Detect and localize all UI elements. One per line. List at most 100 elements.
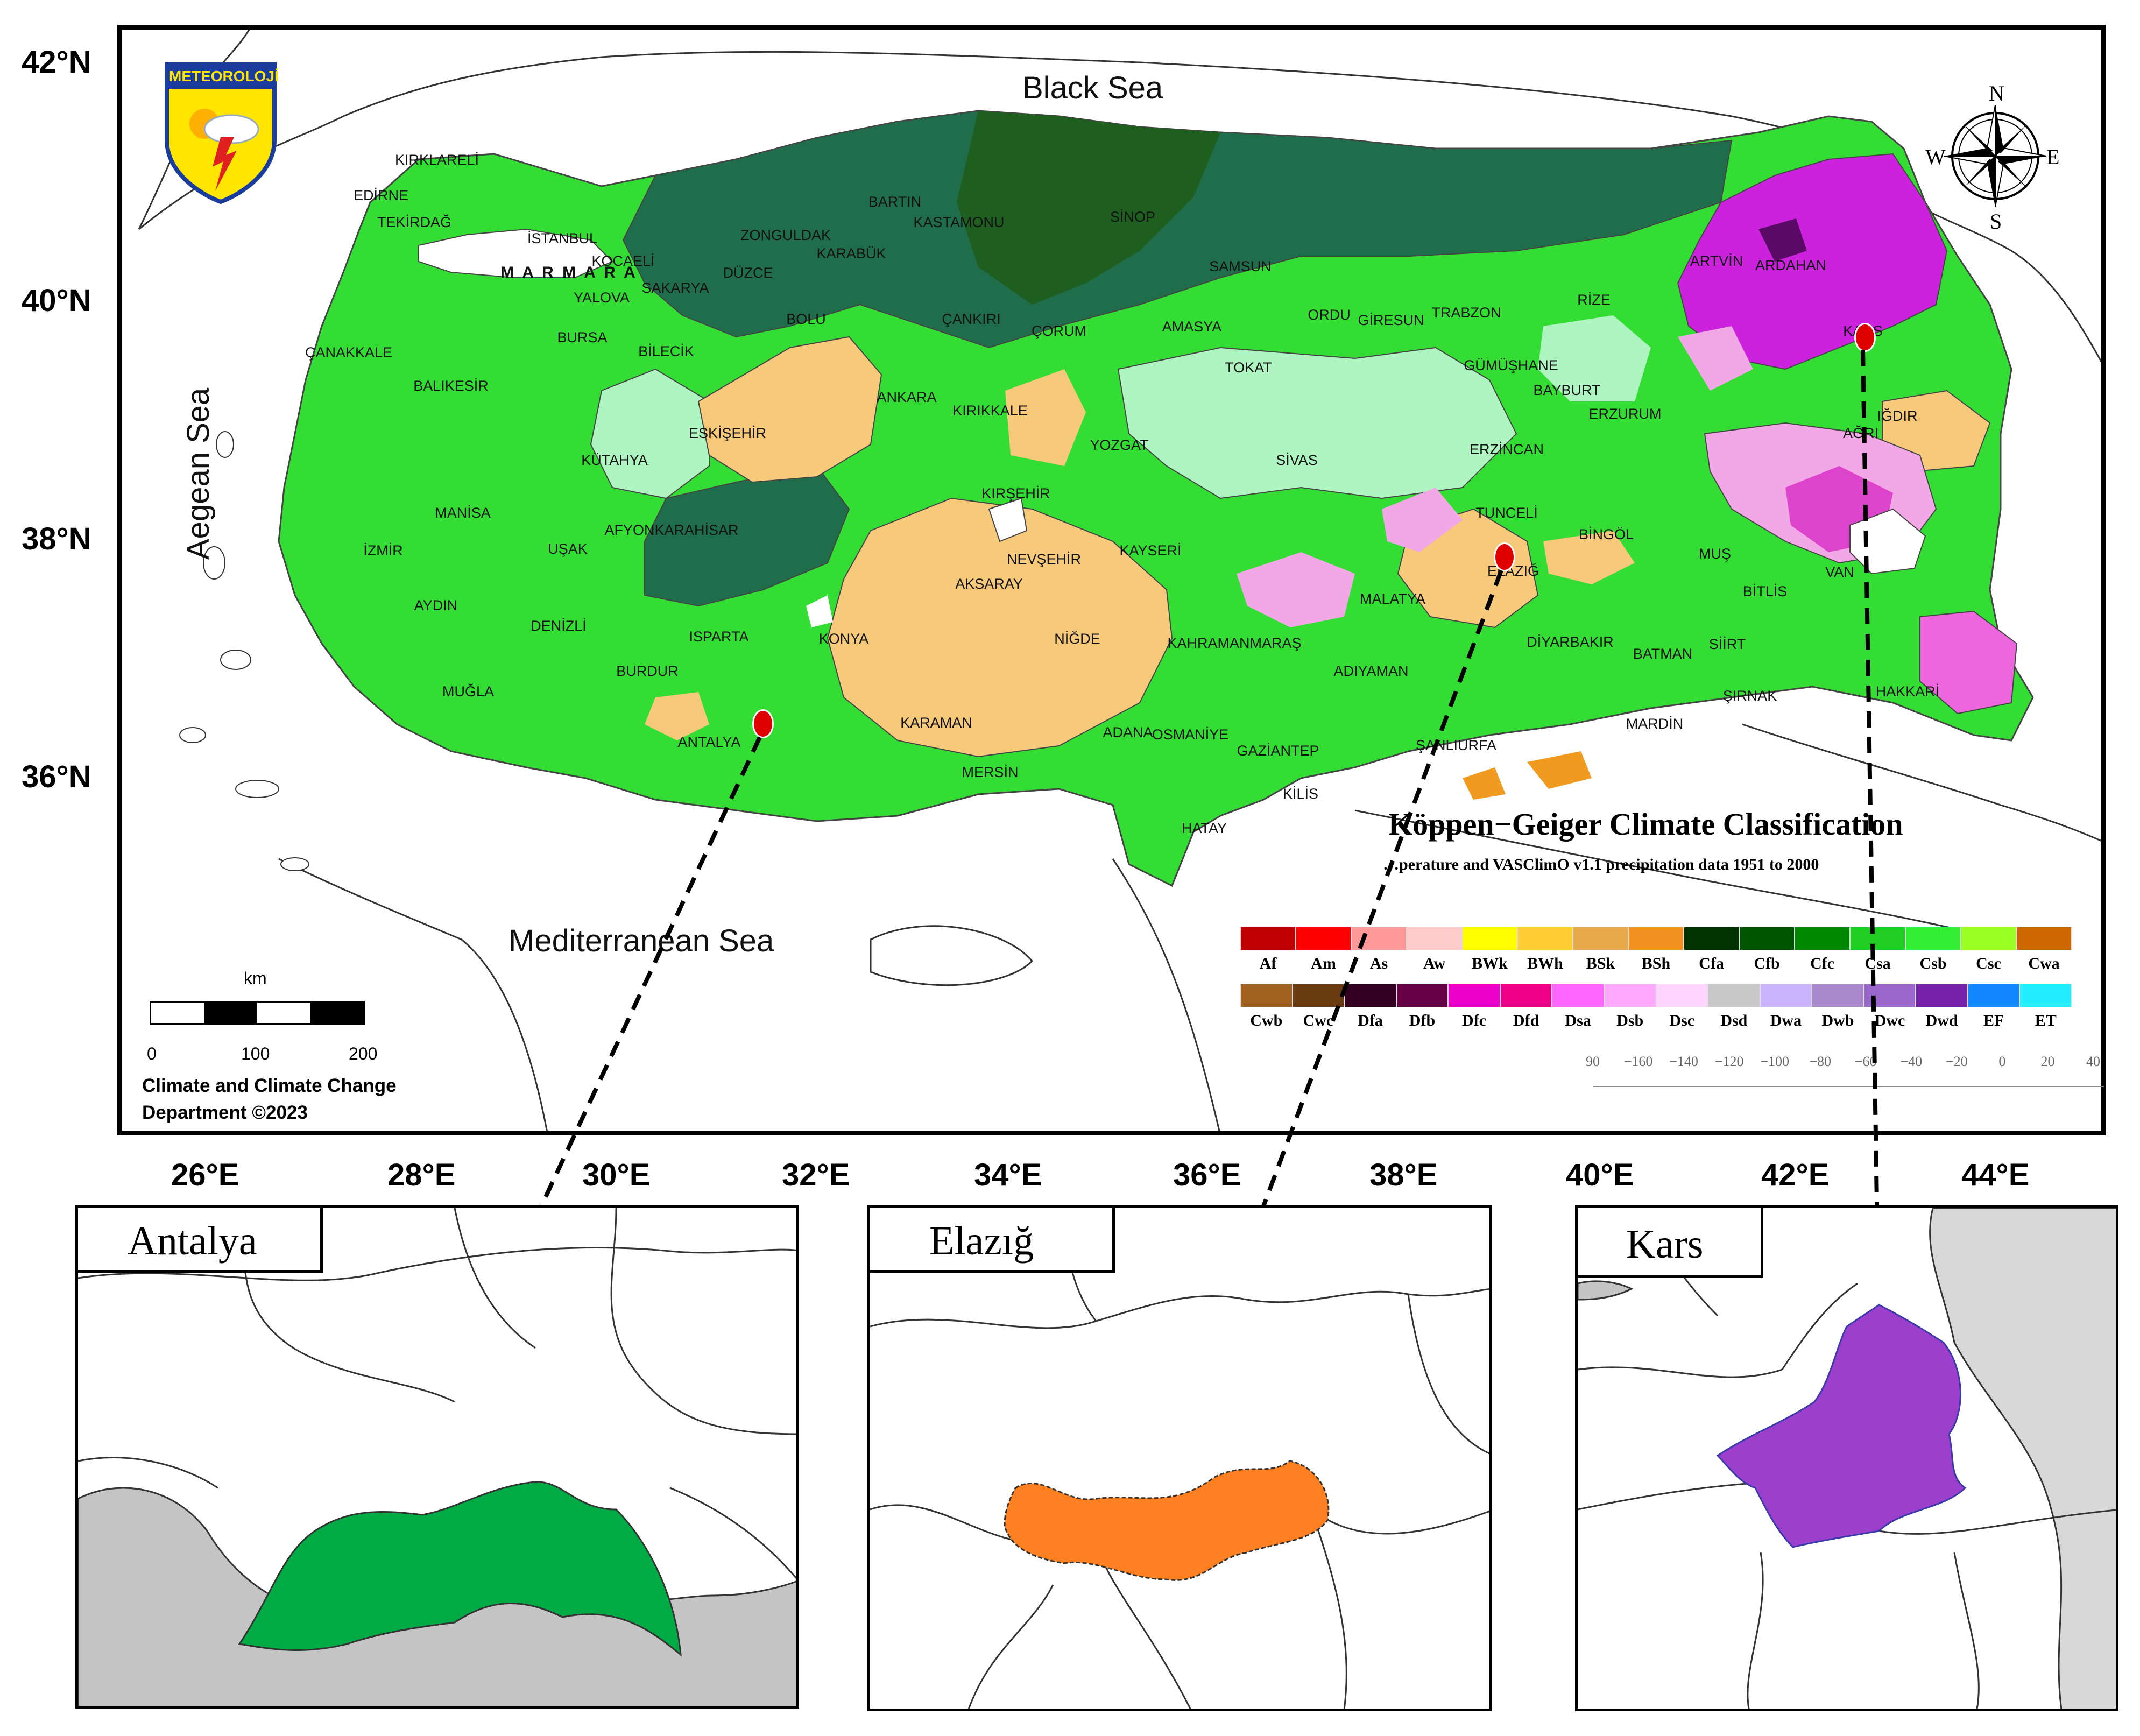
city-label: BALIKESİR bbox=[413, 378, 489, 394]
legend-title: Köppen−Geiger Climate Classification bbox=[1388, 807, 1903, 842]
legend-axis-tick: −80 bbox=[1809, 1054, 1832, 1069]
legend-axis: 90 −160 −140 −120 −100 −80 −60 −40 −20 0 20 40 bbox=[1586, 1054, 2104, 1087]
legend-axis-tick: 40 bbox=[2086, 1054, 2100, 1069]
inset-elazig: Elazığ bbox=[867, 1205, 1492, 1711]
city-label: DİYARBAKIR bbox=[1527, 634, 1614, 650]
lon-label: 28°E bbox=[387, 1158, 456, 1192]
city-label: ESKİŞEHİR bbox=[688, 425, 767, 441]
bsk-central bbox=[827, 497, 1173, 758]
legend-swatch-bsh bbox=[1628, 927, 1684, 950]
legend-code-label: BSk bbox=[1586, 955, 1615, 972]
city-label: TEKİRDAĞ bbox=[377, 214, 452, 230]
lon-label: 30°E bbox=[582, 1158, 651, 1192]
legend-code-label: Csa bbox=[1864, 955, 1891, 972]
city-label: ADIYAMAN bbox=[1333, 663, 1409, 679]
legend-axis-tick: 90 bbox=[1586, 1054, 1600, 1069]
legend-code-label: Csb bbox=[1919, 955, 1947, 972]
city-label: GÜMÜŞHANE bbox=[1464, 357, 1558, 373]
scale-label-100: 100 bbox=[241, 1044, 270, 1063]
city-label: KÜTAHYA bbox=[581, 452, 648, 468]
city-label: EDİRNE bbox=[353, 187, 409, 203]
city-label: BATMAN bbox=[1633, 646, 1693, 662]
marker-antalya-icon bbox=[752, 709, 774, 738]
legend-code-label: Cwc bbox=[1303, 1012, 1334, 1029]
city-label: IĞDIR bbox=[1877, 408, 1918, 424]
city-label: ŞANLIURFA bbox=[1415, 737, 1497, 753]
legend-code-label: Dwc bbox=[1874, 1012, 1905, 1029]
logo-text: METEOROLOJİ bbox=[169, 68, 279, 84]
legend-code-label: Dfa bbox=[1358, 1012, 1383, 1029]
legend-code-label: Dsb bbox=[1616, 1012, 1644, 1029]
legend-swatch-csb bbox=[1905, 927, 1961, 950]
city-label: TOKAT bbox=[1225, 359, 1272, 376]
lat-label-40: 40°N bbox=[22, 283, 91, 318]
lat-label-42: 42°N bbox=[22, 45, 91, 80]
city-label: AKSARAY bbox=[955, 576, 1023, 592]
legend-swatch-dfc bbox=[1448, 984, 1500, 1007]
legend-code-label: BWk bbox=[1472, 955, 1508, 972]
legend-swatch-as bbox=[1351, 927, 1407, 950]
hakkari-zone bbox=[1919, 610, 2018, 715]
legend-swatch-dsd bbox=[1708, 984, 1760, 1007]
legend-swatch-dsc bbox=[1656, 984, 1708, 1007]
city-label: SAMSUN bbox=[1209, 258, 1272, 274]
legend-code-label: Am bbox=[1311, 955, 1336, 972]
city-label: SİVAS bbox=[1276, 452, 1318, 468]
legend-swatch-dwc bbox=[1863, 984, 1916, 1007]
inset-title-elazig: Elazığ bbox=[870, 1208, 1115, 1273]
city-label: KIRKLARELİ bbox=[394, 152, 479, 168]
city-label: BURDUR bbox=[616, 663, 679, 679]
black-sea-label: Black Sea bbox=[1022, 70, 1163, 105]
city-label: KAYSERİ bbox=[1119, 542, 1182, 559]
legend-axis-tick: −40 bbox=[1900, 1054, 1923, 1069]
city-label: ÇANAKKALE bbox=[305, 344, 393, 361]
cfb-zone bbox=[622, 110, 1733, 349]
legend-row-2: Cwb Cwc Dfa Dfb Dfc Dfd Dsa Dsb Dsc Dsd Dwa Dwb Dwc D… bbox=[1240, 984, 2072, 1038]
city-label: TUNCELİ bbox=[1475, 505, 1538, 521]
lon-label: 42°E bbox=[1761, 1158, 1830, 1192]
cfc-zone bbox=[957, 111, 1220, 305]
city-label: MUĞLA bbox=[442, 683, 495, 700]
city-label: YOZGAT bbox=[1090, 437, 1149, 453]
legend-swatch-cfa bbox=[1684, 927, 1739, 950]
legend-code-label: Dsd bbox=[1720, 1012, 1748, 1029]
city-label: KONYA bbox=[818, 631, 869, 647]
legend-swatch-cwc bbox=[1292, 984, 1345, 1007]
legend-row-1: Af Am As Aw BWk BWh BSk BSh Cfa Cfb Cfc Csa Csb Csc Cw… bbox=[1240, 927, 2072, 980]
city-label: SİNOP bbox=[1110, 209, 1156, 225]
map-frame bbox=[117, 25, 2106, 1135]
legend-swatch-cwb bbox=[1240, 984, 1293, 1007]
city-label: BARTIN bbox=[868, 194, 922, 210]
inset-title-text: Kars bbox=[1626, 1222, 1704, 1267]
legend-axis-tick: −120 bbox=[1714, 1054, 1744, 1069]
city-label: ZONGULDAK bbox=[740, 227, 831, 243]
city-label: BAYBURT bbox=[1533, 382, 1601, 398]
legend-code-label: Cfa bbox=[1699, 955, 1724, 972]
city-label: AĞRI bbox=[1842, 425, 1879, 441]
legend-swatch-dfd bbox=[1500, 984, 1552, 1007]
lon-label: 34°E bbox=[974, 1158, 1042, 1192]
legend-swatch-cwa bbox=[2016, 927, 2072, 950]
city-label: AMASYA bbox=[1162, 319, 1222, 335]
city-label: BİTLİS bbox=[1742, 583, 1788, 599]
inset-title-antalya: Antalya bbox=[78, 1208, 323, 1273]
legend-swatch-et bbox=[2019, 984, 2072, 1007]
legend-code-label: BWh bbox=[1527, 955, 1563, 972]
city-label: HATAY bbox=[1181, 820, 1227, 836]
city-label: ARTVİN bbox=[1690, 253, 1743, 269]
legend-code-label: Dfb bbox=[1409, 1012, 1436, 1029]
legend-swatch-cfc bbox=[1795, 927, 1850, 950]
city-label: BİNGÖL bbox=[1578, 526, 1634, 542]
lon-label: 44°E bbox=[1961, 1158, 2030, 1192]
legend-code-label: Aw bbox=[1423, 955, 1446, 972]
legend-code-label: ET bbox=[2035, 1012, 2057, 1029]
legend-swatch-csc bbox=[1961, 927, 2016, 950]
city-label: KASTAMONU bbox=[913, 214, 1005, 230]
city-label: İSTANBUL bbox=[527, 230, 598, 246]
legend-axis-tick: −20 bbox=[1946, 1054, 1968, 1069]
city-label: MANİSA bbox=[435, 505, 491, 521]
legend-subtitle: …perature and VASClimO v1.1 precipitatio… bbox=[1383, 856, 1819, 873]
legend-swatch-csa bbox=[1850, 927, 1905, 950]
legend-code-label: Cwa bbox=[2028, 955, 2060, 972]
legend-code-label: Dwb bbox=[1821, 1012, 1854, 1029]
